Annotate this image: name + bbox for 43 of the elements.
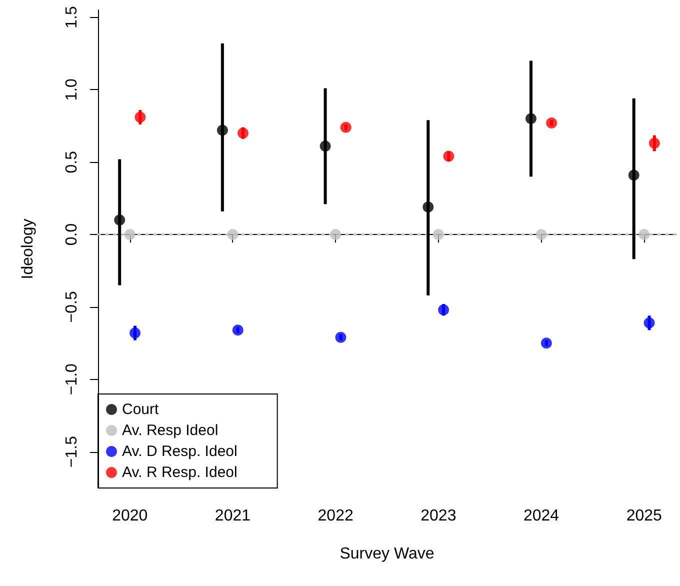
y-tick-label: 1.5 xyxy=(64,6,80,28)
legend-label: Av. D Resp. Ideol xyxy=(122,443,238,460)
point xyxy=(124,229,136,240)
point xyxy=(432,229,444,240)
legend-label: Court xyxy=(122,401,160,418)
point xyxy=(540,338,552,349)
point xyxy=(648,138,660,149)
point xyxy=(114,214,126,226)
point xyxy=(644,317,655,328)
point xyxy=(216,124,228,136)
x-tick-label: 2020 xyxy=(112,508,148,524)
point xyxy=(638,229,650,240)
point xyxy=(536,229,547,240)
y-tick-label: 1.0 xyxy=(64,78,80,101)
point xyxy=(340,122,352,133)
y-tick-label: −1.0 xyxy=(64,363,80,396)
x-tick-label: 2023 xyxy=(420,508,456,524)
x-tick-label: 2025 xyxy=(626,508,662,524)
x-tick-label: 2022 xyxy=(318,508,354,524)
point xyxy=(320,140,331,152)
x-tick-label: 2021 xyxy=(214,508,251,524)
y-tick-label: 0.0 xyxy=(64,223,80,246)
x-axis-title: Survey Wave xyxy=(340,546,434,562)
point xyxy=(443,150,454,162)
point xyxy=(525,113,536,124)
point xyxy=(134,112,146,123)
legend-label: Av. Resp Ideol xyxy=(122,422,218,439)
point xyxy=(227,229,238,240)
y-tick-label: −0.5 xyxy=(64,291,80,323)
point xyxy=(546,117,558,128)
point xyxy=(330,229,342,240)
point xyxy=(335,332,346,343)
point xyxy=(238,128,249,139)
point xyxy=(628,170,640,181)
point xyxy=(422,201,434,212)
point xyxy=(438,304,450,316)
point xyxy=(130,328,141,339)
point xyxy=(232,324,244,336)
y-axis-title: Ideology xyxy=(20,218,36,280)
legend-label: Av. R Resp. Ideol xyxy=(122,464,238,481)
y-tick-label: 0.5 xyxy=(64,150,80,174)
x-tick-label: 2024 xyxy=(523,508,560,524)
y-tick-label: −1.5 xyxy=(64,436,80,468)
